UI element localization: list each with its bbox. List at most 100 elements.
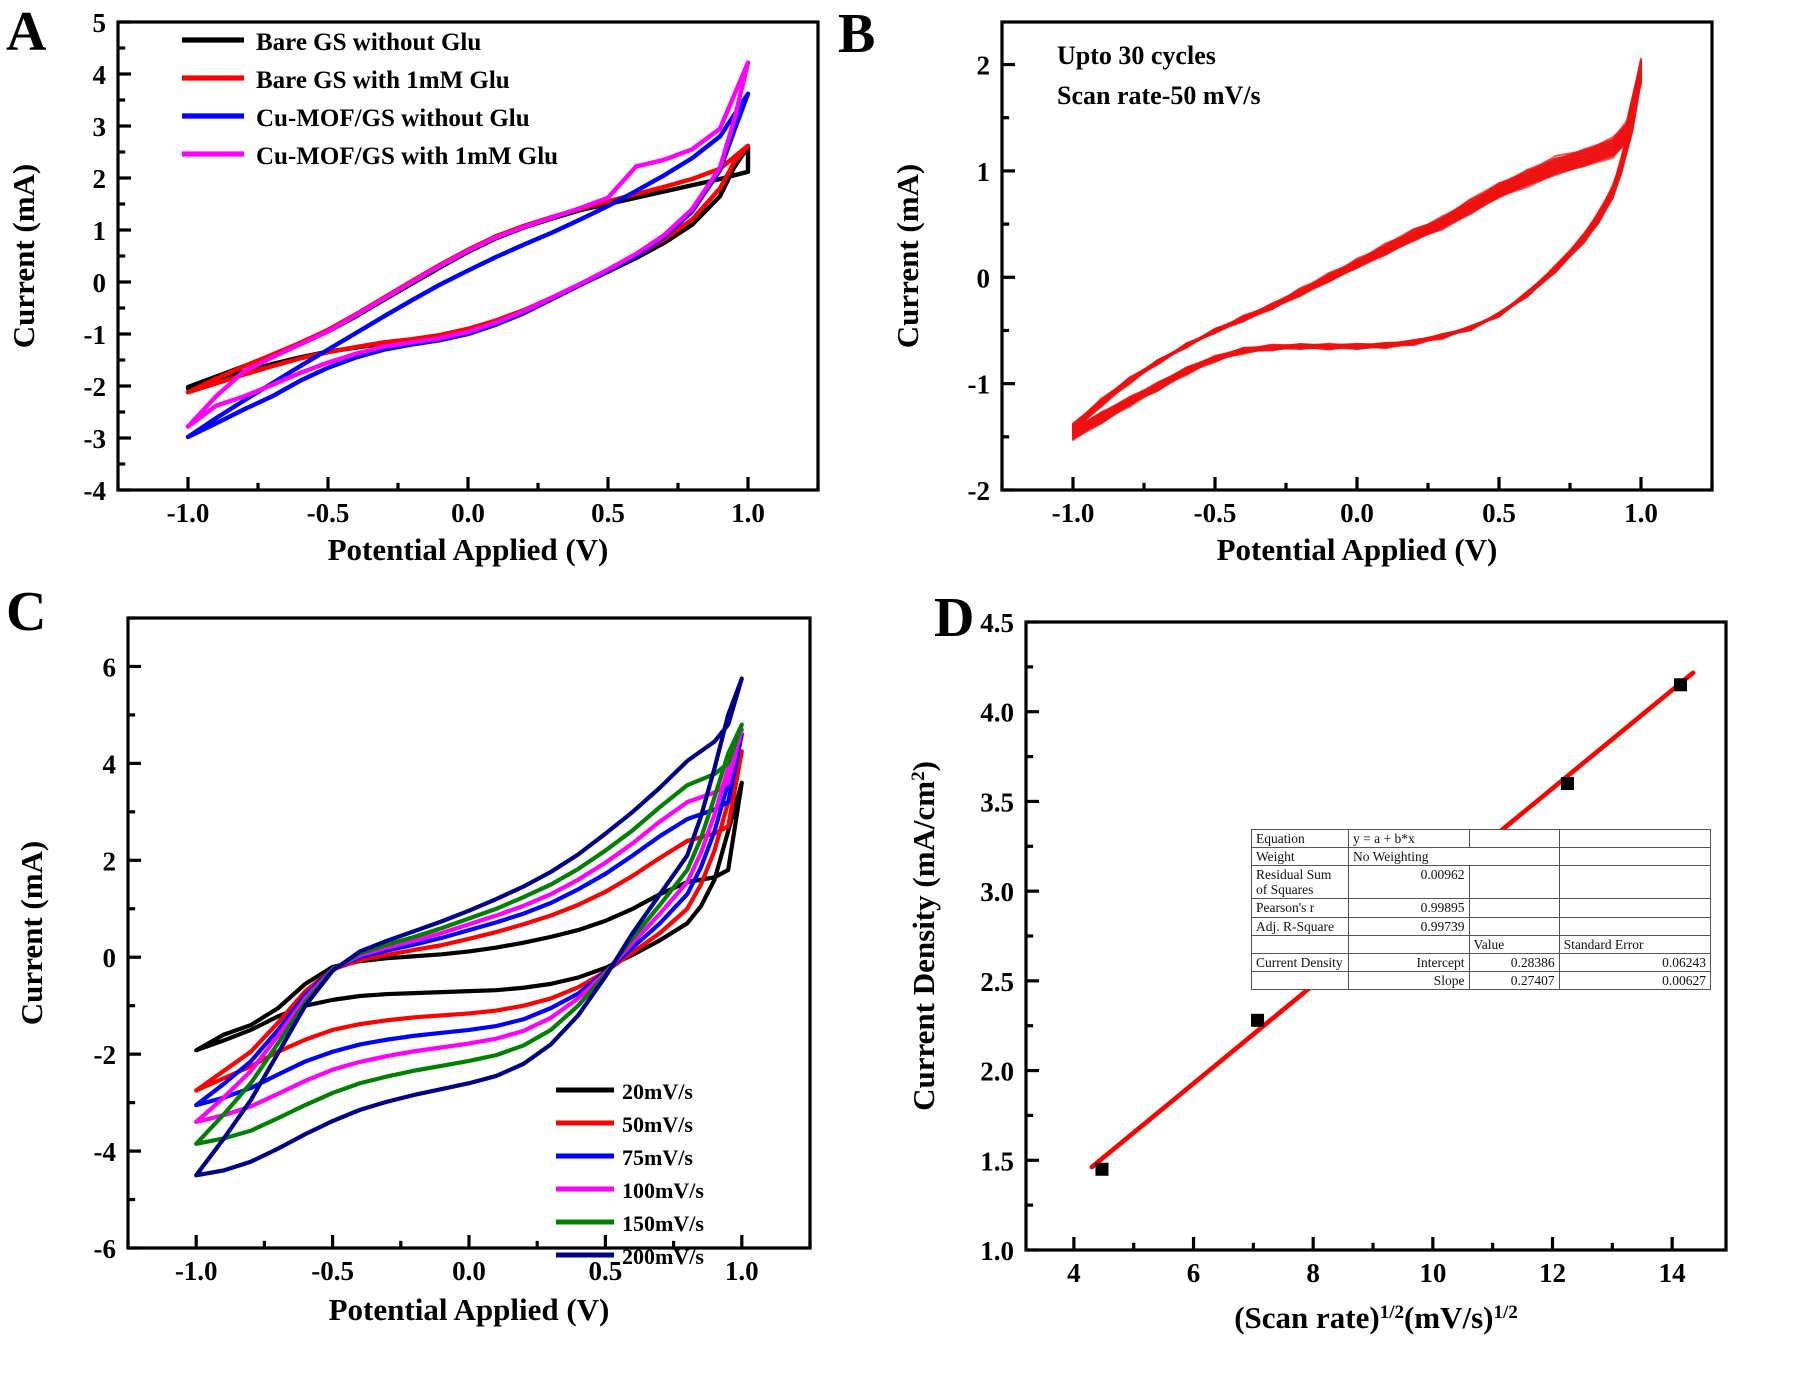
cycle-path (1072, 69, 1642, 434)
x-tick-label: -0.5 (307, 498, 350, 528)
table-cell: Pearson's r (1251, 898, 1349, 918)
y-tick-label: -2 (84, 372, 107, 402)
cv-curve-6 (194, 676, 744, 1178)
y-tick-label: 4.5 (980, 608, 1014, 638)
y-tick-label: 4.0 (980, 698, 1014, 728)
table-cell (1251, 934, 1349, 954)
cycle-path (1072, 79, 1642, 429)
table-cell: 0.99739 (1348, 916, 1470, 936)
data-point (1095, 1162, 1109, 1176)
cycle-path (1072, 67, 1642, 437)
curve-path (185, 91, 751, 440)
y-tick-label: 1.0 (980, 1236, 1014, 1266)
legend-label: 75mV/s (622, 1145, 693, 1170)
x-tick-label: 0.0 (1340, 498, 1374, 528)
table-cell: Equation (1251, 828, 1349, 849)
panel-c: C -1.0 -0.5 0.0 0.5 1.0 -6 -4 -2 0 2 4 6 Potential A… (0, 580, 880, 1389)
table-row: Residual Sum of Squares 0.00962 (1251, 865, 1712, 900)
cycle-path (1072, 63, 1642, 438)
x-tick-label: -1.0 (175, 1256, 218, 1286)
legend-item-1: 20mV/s (556, 1079, 693, 1104)
y-tick-label: 2 (93, 164, 107, 194)
panel-b-chart: -1.0 -0.5 0.0 0.5 1.0 -2 -1 0 1 2 Potential Applie… (890, 20, 1714, 567)
cycle-path (1072, 73, 1642, 432)
x-tick-label: 1.0 (731, 498, 765, 528)
panel-d: D 4 6 8 10 12 14 1.0 1.5 2.0 2.5 3.0 3.5 4.0 4.5 Curre… (880, 580, 1818, 1389)
legend-item-3: Cu-MOF/GS without Glu (182, 105, 530, 132)
panel-c-chart: -1.0 -0.5 0.0 0.5 1.0 -6 -4 -2 0 2 4 6 Potential App… (14, 616, 812, 1327)
cycle-path (1072, 78, 1642, 431)
table-cell: 0.28386 (1468, 952, 1560, 972)
table-cell (1558, 828, 1712, 849)
x-tick-label: 8 (1306, 1258, 1320, 1288)
x-tick-label: -1.0 (167, 498, 210, 528)
panel-b-label: B (838, 3, 876, 65)
table-cell (1468, 898, 1560, 918)
legend-label: 200mV/s (622, 1244, 704, 1269)
x-tick-label: 12 (1539, 1258, 1566, 1288)
x-tick-label: 14 (1659, 1258, 1686, 1288)
table-cell: 0.27407 (1468, 970, 1560, 990)
x-tick-label: 0.5 (589, 1256, 623, 1286)
y-tick-label: -6 (94, 1234, 117, 1264)
table-cell (1558, 847, 1712, 867)
annotation-1: Upto 30 cycles (1057, 41, 1216, 70)
y-tick-label: 0 (977, 263, 991, 293)
cycle-path (1072, 69, 1642, 435)
x-tick-label: -0.5 (311, 1256, 354, 1286)
x-tick-label: -0.5 (1194, 498, 1237, 528)
legend-item-2: Bare GS with 1mM Glu (182, 67, 510, 94)
legend-label: Cu-MOF/GS with 1mM Glu (256, 143, 558, 170)
legend-item-4: Cu-MOF/GS with 1mM Glu (182, 143, 558, 170)
legend-item-5: 150mV/s (556, 1211, 704, 1236)
y-tick-label: 2.5 (980, 967, 1014, 997)
y-tick-label: 1.5 (980, 1146, 1014, 1176)
cycle-path (1072, 72, 1642, 434)
table-cell: Residual Sum of Squares (1251, 865, 1349, 900)
data-point (1674, 678, 1688, 692)
x-tick-label: -1.0 (1052, 498, 1095, 528)
y-tick-label: -4 (94, 1137, 117, 1167)
table-row: Weight No Weighting (1251, 847, 1712, 867)
y-tick-label: 4 (103, 749, 117, 779)
x-tick-label: 4 (1067, 1258, 1081, 1288)
data-point (1560, 776, 1574, 790)
y-tick-label: 6 (103, 652, 117, 682)
table-cell: 0.06243 (1558, 952, 1712, 972)
table-cell (1558, 898, 1712, 918)
table-cell (1558, 865, 1712, 900)
curve-path (185, 144, 751, 391)
y-tick-label: -4 (84, 476, 107, 506)
legend-item-3: 75mV/s (556, 1145, 693, 1170)
panel-c-label: C (6, 581, 47, 643)
y-tick-label: 3 (93, 112, 107, 142)
legend-label: 100mV/s (622, 1178, 704, 1203)
data-point (1251, 1013, 1265, 1027)
panel-a-label: A (6, 1, 47, 63)
plot-frame (126, 616, 812, 1250)
cycle-path (1072, 74, 1642, 432)
y-tick-label: 0 (103, 943, 117, 973)
panel-a-chart: -1.0 -0.5 0.0 0.5 1.0 -4 -3 -2 -1 0 1 2 3 4 5 Potential… (6, 8, 820, 567)
table-cell: Intercept (1348, 952, 1470, 972)
y-tick-label: 2.0 (980, 1057, 1014, 1087)
table-cell: Adj. R-Square (1251, 916, 1349, 936)
table-cell (1251, 970, 1349, 990)
x-tick-label: 0.0 (452, 1256, 486, 1286)
legend-label: 150mV/s (622, 1211, 704, 1236)
table-cell: Value (1468, 934, 1560, 954)
table-cell: y = a + b*x (1348, 828, 1470, 849)
table-cell: 0.00627 (1558, 970, 1712, 990)
table-cell (1558, 916, 1712, 936)
cv-cycle-stack (1072, 57, 1642, 441)
cycle-path (1072, 70, 1642, 435)
table-cell: No Weighting (1348, 847, 1560, 867)
x-tick-label: 0.5 (591, 498, 625, 528)
table-cell: 0.00962 (1348, 865, 1470, 900)
cycle-path (1072, 59, 1642, 438)
panel-d-label: D (934, 587, 975, 649)
cycle-path (1072, 67, 1642, 436)
table-cell: 0.99895 (1348, 898, 1470, 918)
cycle-path (1072, 75, 1642, 432)
